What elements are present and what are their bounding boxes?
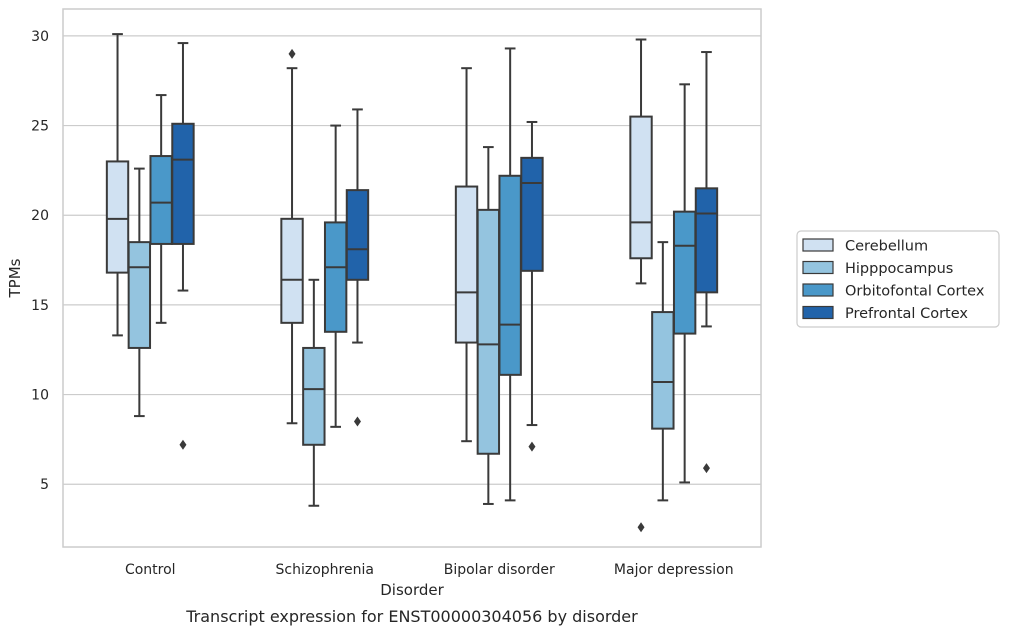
y-tick-label-25: 25 [31, 119, 49, 135]
box-body [476, 208, 501, 455]
y-tick-label-15: 15 [31, 298, 49, 314]
box-cerebellum [454, 67, 479, 443]
legend-swatch [802, 305, 834, 320]
box-prefrontal-cortex [694, 51, 719, 474]
legend-label: Prefrontal Cortex [845, 306, 968, 322]
outlier-point [288, 48, 296, 59]
box-body [694, 187, 719, 294]
outlier-point [637, 522, 645, 533]
figure-caption: Transcript expression for ENST0000030405… [185, 607, 638, 626]
legend-swatch [802, 260, 834, 275]
y-tick-label-20: 20 [31, 208, 49, 224]
box-hipppocampus [651, 241, 675, 502]
x-tick-label: Control [125, 562, 176, 578]
box-body [629, 115, 653, 260]
box-hipppocampus [127, 167, 152, 418]
box-body [520, 156, 544, 272]
box-prefrontal-cortex [520, 120, 544, 452]
y-axis-title: TPMs [6, 258, 24, 298]
box-hipppocampus [476, 146, 501, 505]
y-tick-label-10: 10 [31, 388, 49, 404]
box-body [672, 210, 697, 335]
plot-frame [62, 8, 762, 548]
box-body [149, 155, 173, 245]
outlier-point [528, 441, 536, 452]
box-prefrontal-cortex [345, 108, 370, 427]
legend-label: Hipppocampus [845, 261, 953, 277]
box-orbitofontal-cortex [149, 94, 173, 324]
box-body [498, 174, 522, 376]
y-tick-label-5: 5 [40, 477, 49, 493]
box-body [651, 311, 675, 430]
legend-label: Cerebellum [845, 239, 928, 255]
box-body [105, 160, 130, 274]
box-body [127, 241, 152, 349]
box-body [454, 185, 479, 344]
x-tick-label: Bipolar disorder [444, 562, 555, 578]
box-cerebellum [629, 38, 653, 533]
legend-swatch [802, 238, 834, 252]
outlier-point [353, 416, 361, 427]
box-body [323, 221, 348, 333]
legend-label: Orbitofontal Cortex [845, 284, 985, 300]
box-prefrontal-cortex [171, 42, 195, 450]
y-tick-labels: 5 10 15 20 25 30 [31, 29, 49, 493]
legend: Cerebellum Hipppocampus Orbitofontal Corte… [796, 230, 1000, 328]
plot-background [63, 9, 761, 547]
box-groups [105, 33, 719, 533]
x-axis-title: Disorder [380, 581, 444, 599]
box-orbitofontal-cortex [672, 83, 697, 484]
box-orbitofontal-cortex [498, 47, 522, 502]
outlier-point [702, 463, 710, 474]
box-body [280, 217, 304, 324]
x-tick-label: Schizophrenia [276, 562, 374, 578]
x-tick-label: Major depression [614, 562, 734, 578]
box-body [345, 189, 370, 281]
y-tick-label-30: 30 [31, 29, 49, 45]
box-body [171, 122, 195, 245]
legend-swatch [802, 283, 834, 297]
x-tick-labels: Control Schizophrenia Bipolar disorder Majo… [125, 562, 734, 578]
box-cerebellum [280, 48, 304, 425]
outlier-point [179, 439, 187, 450]
box-cerebellum [105, 33, 130, 337]
box-body [302, 346, 326, 446]
box-hipppocampus [302, 278, 326, 507]
legend-frame [796, 230, 1000, 328]
